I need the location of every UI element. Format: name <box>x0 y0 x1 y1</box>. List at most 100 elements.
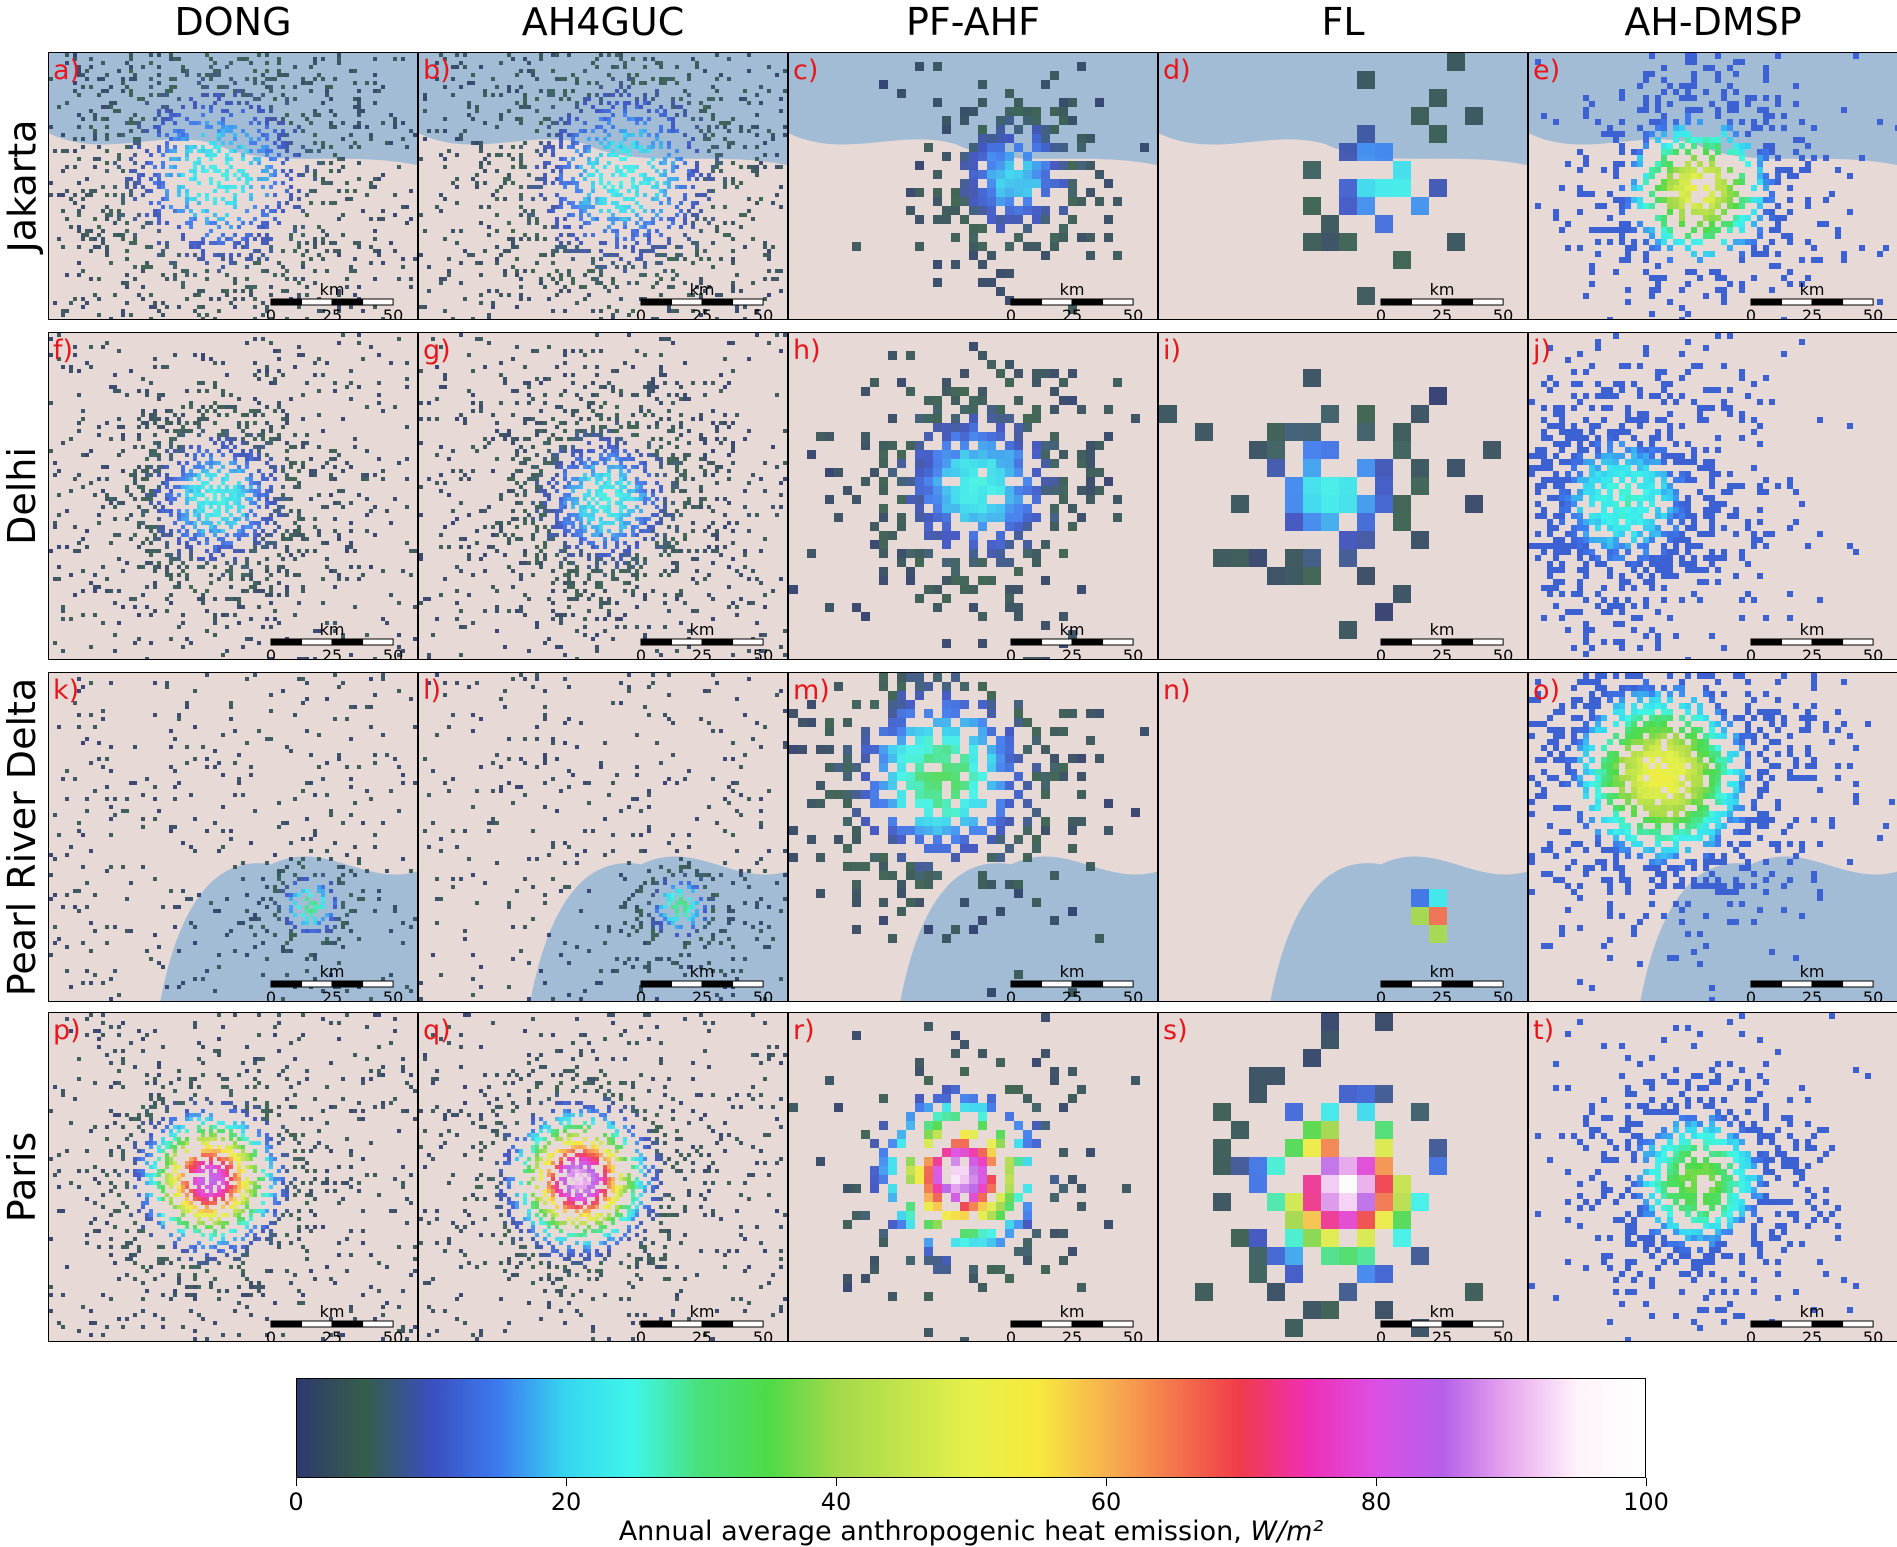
heat-cell <box>369 509 373 513</box>
heat-cell <box>301 465 305 469</box>
heat-cell <box>595 93 599 97</box>
heat-cell <box>165 93 169 97</box>
heat-cell <box>683 217 687 221</box>
heat-cell <box>329 169 333 173</box>
heat-cell <box>157 149 161 153</box>
heat-cell <box>133 233 137 237</box>
heat-cell <box>273 545 277 549</box>
heat-cell <box>531 417 535 421</box>
heat-cell <box>611 173 615 177</box>
heat-cell <box>373 505 377 509</box>
heat-cell <box>1781 113 1787 119</box>
heat-cell <box>153 585 157 589</box>
heat-cell <box>543 461 547 465</box>
heat-cell <box>117 213 121 217</box>
heat-cell <box>217 513 221 517</box>
heat-cell <box>277 145 281 149</box>
heat-cell <box>587 149 591 153</box>
heat-cell <box>571 349 575 353</box>
heat-cell <box>599 201 603 205</box>
heat-cell <box>381 469 385 473</box>
heat-cell <box>1673 239 1679 245</box>
heat-cell <box>89 85 93 89</box>
heat-cell <box>619 185 623 189</box>
heat-cell <box>607 121 611 125</box>
heat-cell <box>149 317 153 320</box>
heat-cell <box>719 465 723 469</box>
heat-cell <box>763 253 767 257</box>
heat-cell <box>217 237 221 241</box>
heat-cell <box>711 117 715 121</box>
heat-cell <box>229 253 233 257</box>
heat-cell <box>353 69 357 73</box>
heat-cell <box>1655 125 1661 131</box>
heat-cell <box>133 533 137 537</box>
heat-cell <box>229 573 233 577</box>
heat-cell <box>209 229 213 233</box>
heat-cell <box>683 213 687 217</box>
heat-cell <box>249 221 253 225</box>
heat-cell <box>531 185 535 189</box>
heat-cell <box>397 461 401 465</box>
heat-cell <box>149 473 153 477</box>
heat-cell <box>627 217 631 221</box>
heat-cell <box>233 517 237 521</box>
heat-cell <box>241 469 245 473</box>
heat-cell <box>479 261 483 265</box>
heat-cell <box>257 485 261 489</box>
scale-bar-tick-label: 25 <box>692 306 712 320</box>
heat-cell <box>475 261 479 265</box>
heat-cell <box>539 409 543 413</box>
heat-cell <box>125 121 129 125</box>
heat-cell <box>117 165 121 169</box>
heat-cell <box>261 269 265 273</box>
heat-cell <box>969 161 978 170</box>
heat-cell <box>915 215 924 224</box>
heat-cell <box>141 593 145 597</box>
heat-cell <box>659 485 663 489</box>
heat-cell <box>257 129 261 133</box>
heat-cell <box>121 469 125 473</box>
heat-cell <box>583 205 587 209</box>
heat-cell <box>515 501 519 505</box>
heat-cell <box>635 257 639 261</box>
heat-cell <box>229 497 233 501</box>
heat-cell <box>193 101 197 105</box>
heat-cell <box>595 109 599 113</box>
heat-cell <box>711 177 715 181</box>
heat-cell <box>615 245 619 249</box>
heat-cell <box>249 185 253 189</box>
heat-cell <box>675 509 679 513</box>
heat-cell <box>595 509 599 513</box>
heat-cell <box>563 165 567 169</box>
heat-cell <box>145 473 149 477</box>
heat-cell <box>237 489 241 493</box>
heat-cell <box>201 113 205 117</box>
heat-cell <box>599 97 603 101</box>
heat-cell <box>277 553 281 557</box>
heat-cell <box>73 593 77 597</box>
heat-cell <box>85 193 89 197</box>
heat-cell <box>583 69 587 73</box>
heat-cell <box>655 89 659 93</box>
heat-cell <box>121 449 125 453</box>
heat-cell <box>289 141 293 145</box>
scale-bar-segment <box>1473 299 1504 305</box>
heat-cell <box>511 477 515 481</box>
heat-cell <box>169 553 173 557</box>
heat-cell <box>97 245 101 249</box>
heat-cell <box>1095 197 1104 206</box>
heat-cell <box>671 341 675 345</box>
heat-cell <box>265 225 269 229</box>
heat-cell <box>683 133 687 137</box>
heat-cell <box>711 449 715 453</box>
heat-cell <box>1751 221 1757 227</box>
heat-cell <box>281 557 285 561</box>
heat-cell <box>97 93 101 97</box>
heat-cell <box>463 473 467 477</box>
heat-cell <box>313 189 317 193</box>
heat-cell <box>1303 233 1321 251</box>
heat-cell <box>897 89 906 98</box>
heat-cell <box>325 505 329 509</box>
